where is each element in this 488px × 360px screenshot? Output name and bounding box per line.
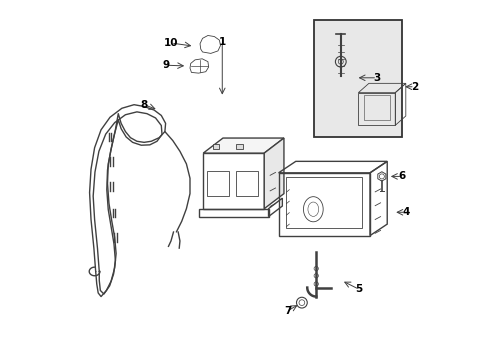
Text: 8: 8 bbox=[140, 100, 147, 110]
Bar bbox=[206, 171, 228, 197]
Text: 10: 10 bbox=[163, 38, 178, 48]
Text: 2: 2 bbox=[410, 82, 418, 92]
Text: 1: 1 bbox=[218, 37, 225, 47]
Bar bbox=[212, 144, 219, 149]
Text: 4: 4 bbox=[401, 207, 409, 217]
Bar bbox=[236, 144, 242, 149]
Text: 9: 9 bbox=[163, 60, 169, 70]
Text: 6: 6 bbox=[398, 171, 405, 181]
Polygon shape bbox=[203, 138, 284, 153]
Text: 7: 7 bbox=[283, 306, 291, 316]
Polygon shape bbox=[264, 138, 284, 209]
Text: 5: 5 bbox=[355, 284, 362, 294]
Text: 3: 3 bbox=[373, 73, 380, 83]
Bar bbox=[236, 171, 258, 197]
Bar bbox=[314, 21, 402, 137]
